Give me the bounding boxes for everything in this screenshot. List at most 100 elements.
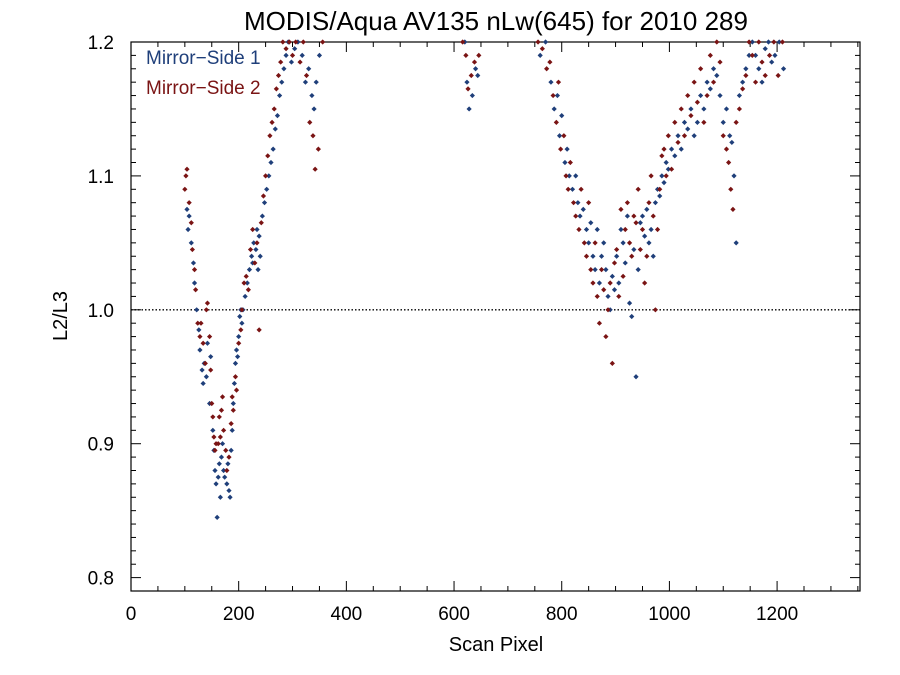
data-point-mirror-side-1 [746, 52, 752, 58]
data-point-mirror-side-1 [472, 66, 479, 72]
data-point-mirror-side-2 [463, 52, 469, 58]
data-point-mirror-side-1 [306, 66, 312, 72]
data-point-mirror-side-2 [581, 240, 587, 246]
data-point-mirror-side-1 [704, 79, 710, 85]
data-point-mirror-side-2 [271, 106, 277, 112]
data-point-mirror-side-1 [624, 213, 631, 219]
data-point-mirror-side-2 [639, 226, 646, 233]
data-point-mirror-side-2 [468, 72, 474, 79]
data-point-mirror-side-2 [644, 253, 650, 259]
y-tick-label: 1.0 [88, 301, 114, 322]
data-point-mirror-side-2 [208, 367, 214, 373]
data-point-mirror-side-1 [204, 340, 211, 346]
data-point-mirror-side-2 [269, 119, 275, 125]
data-point-mirror-side-2 [219, 394, 226, 400]
data-point-mirror-side-2 [212, 447, 218, 454]
data-point-mirror-side-1 [186, 213, 192, 219]
data-point-mirror-side-2 [614, 246, 620, 253]
data-point-mirror-side-1 [559, 113, 565, 119]
data-point-mirror-side-2 [280, 39, 286, 45]
data-point-mirror-side-1 [249, 253, 255, 259]
data-point-mirror-side-1 [780, 66, 787, 72]
data-point-mirror-side-2 [603, 333, 609, 340]
data-point-mirror-side-2 [618, 206, 624, 212]
data-point-mirror-side-1 [199, 367, 205, 373]
data-point-mirror-side-2 [465, 86, 471, 92]
data-point-mirror-side-1 [648, 226, 654, 233]
data-point-mirror-side-2 [236, 340, 242, 346]
data-point-mirror-side-2 [315, 146, 321, 152]
data-point-mirror-side-2 [728, 186, 734, 192]
data-point-mirror-side-2 [652, 307, 659, 313]
data-point-mirror-side-2 [476, 52, 482, 58]
data-point-mirror-side-1 [756, 66, 762, 72]
data-point-mirror-side-2 [567, 159, 573, 166]
data-point-mirror-side-2 [771, 39, 777, 45]
data-point-mirror-side-1 [762, 46, 768, 52]
data-point-mirror-side-1 [190, 260, 197, 266]
data-point-mirror-side-2 [267, 133, 273, 139]
data-point-mirror-side-2 [289, 52, 296, 58]
data-point-mirror-side-1 [562, 159, 568, 166]
data-point-mirror-side-2 [681, 133, 688, 139]
data-point-mirror-side-1 [210, 427, 216, 433]
data-point-mirror-side-1 [569, 186, 576, 192]
data-point-mirror-side-1 [663, 159, 669, 166]
data-point-mirror-side-2 [710, 79, 717, 85]
data-point-mirror-side-1 [642, 233, 648, 239]
data-point-mirror-side-2 [256, 327, 262, 333]
data-point-mirror-side-1 [266, 173, 272, 179]
legend-entry-mirror-side-2: Mirror−Side 2 [146, 78, 261, 99]
data-point-mirror-side-2 [622, 226, 628, 233]
data-point-mirror-side-2 [320, 39, 326, 45]
data-point-mirror-side-2 [714, 39, 720, 45]
data-point-mirror-side-1 [769, 59, 775, 65]
data-point-mirror-side-2 [195, 320, 201, 326]
data-point-mirror-side-1 [720, 119, 726, 125]
data-point-mirror-side-1 [633, 374, 639, 380]
data-point-mirror-side-1 [765, 39, 772, 45]
data-point-mirror-side-2 [283, 46, 289, 52]
data-point-mirror-side-1 [668, 146, 675, 152]
data-point-mirror-side-1 [196, 327, 202, 333]
data-point-mirror-side-2 [232, 374, 239, 380]
data-point-mirror-side-2 [204, 300, 211, 306]
data-point-mirror-side-2 [701, 119, 707, 125]
data-point-mirror-side-1 [635, 267, 641, 273]
data-point-mirror-side-2 [209, 400, 215, 407]
data-point-mirror-side-1 [678, 146, 684, 152]
data-point-mirror-side-2 [668, 166, 675, 172]
data-point-mirror-side-2 [775, 72, 781, 79]
data-point-mirror-side-1 [311, 106, 317, 112]
x-tick-label: 400 [331, 604, 363, 625]
data-point-mirror-side-2 [226, 454, 232, 460]
y-tick-label: 1.2 [88, 33, 114, 54]
data-point-mirror-side-1 [191, 280, 198, 286]
data-point-mirror-side-2 [198, 320, 204, 326]
data-point-mirror-side-2 [605, 307, 611, 313]
data-point-mirror-side-2 [723, 146, 730, 152]
data-point-mirror-side-2 [637, 246, 643, 253]
data-point-mirror-side-1 [729, 139, 735, 146]
data-point-mirror-side-2 [635, 186, 641, 192]
legend: Mirror−Side 1 Mirror−Side 2 [146, 48, 261, 99]
data-point-mirror-side-1 [583, 226, 590, 233]
data-point-mirror-side-1 [592, 267, 598, 273]
data-point-mirror-side-2 [624, 200, 631, 206]
data-point-mirror-side-2 [223, 447, 229, 454]
data-point-mirror-side-1 [701, 106, 707, 112]
data-point-mirror-side-2 [678, 106, 684, 112]
data-point-mirror-side-2 [275, 72, 282, 79]
data-point-mirror-side-1 [272, 126, 278, 132]
data-point-mirror-side-1 [256, 233, 262, 239]
data-point-mirror-side-1 [657, 193, 663, 199]
data-point-mirror-side-2 [183, 173, 189, 179]
data-point-mirror-side-1 [598, 253, 605, 259]
data-point-mirror-side-2 [694, 99, 701, 105]
plot-frame [130, 41, 861, 592]
data-point-mirror-side-2 [704, 92, 710, 99]
data-point-mirror-side-1 [281, 66, 287, 72]
data-point-mirror-side-1 [279, 79, 285, 85]
data-point-mirror-side-1 [564, 146, 570, 152]
data-point-mirror-side-1 [672, 153, 678, 159]
